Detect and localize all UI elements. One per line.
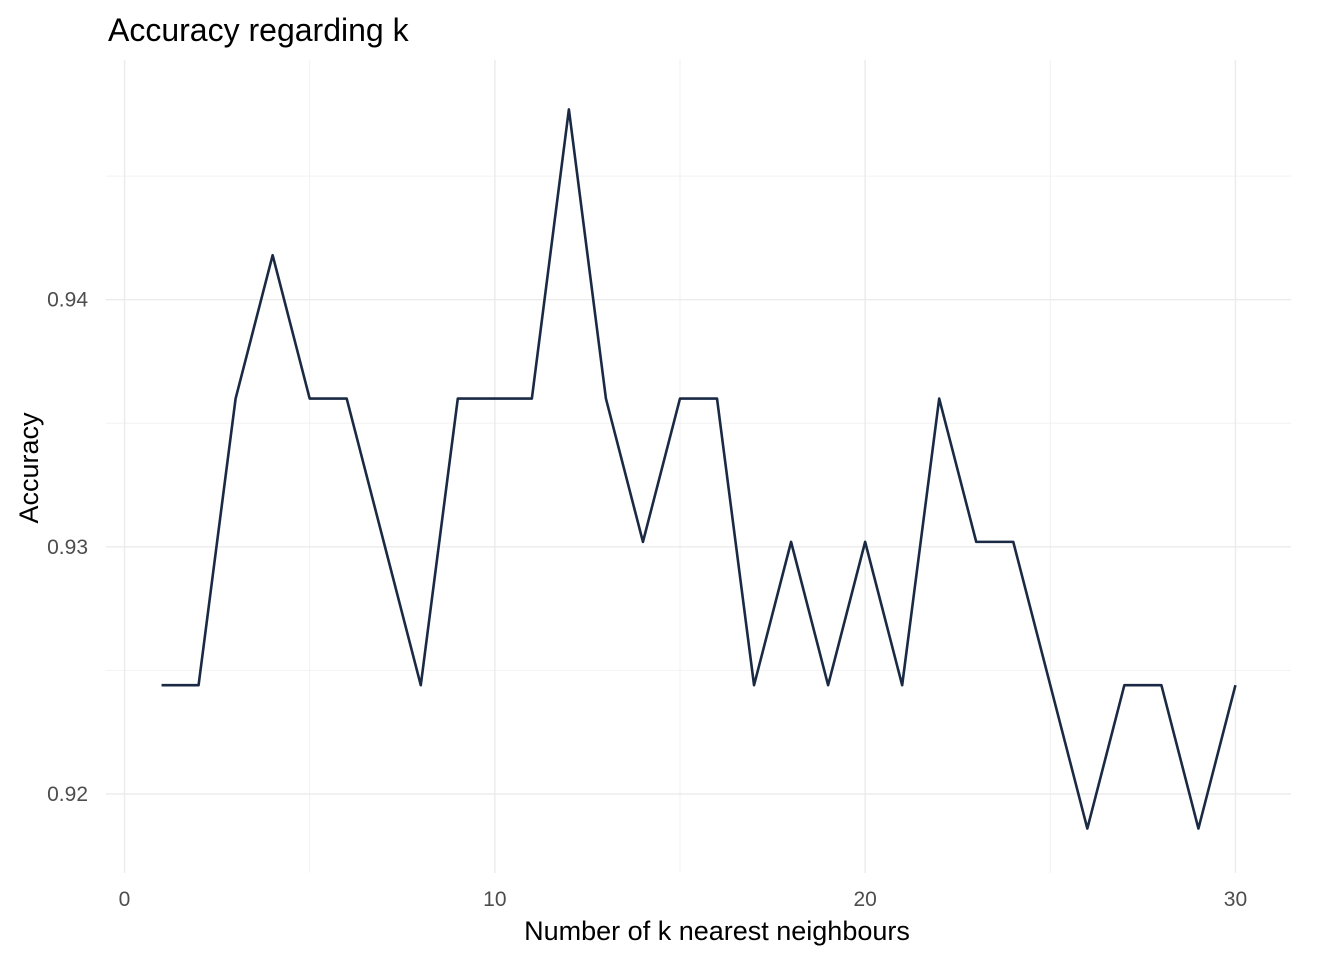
x-tick-label: 20 xyxy=(853,888,876,911)
x-tick-label: 10 xyxy=(483,888,506,911)
y-tick-label: 0.93 xyxy=(47,536,88,559)
grid-lines xyxy=(106,60,1291,873)
y-tick-label: 0.94 xyxy=(47,289,88,312)
y-axis-title: Accuracy xyxy=(14,412,44,524)
x-tick-label: 30 xyxy=(1224,888,1247,911)
y-axis-tick-labels: 0.92 0.93 0.94 xyxy=(47,289,88,806)
accuracy-line xyxy=(161,108,1237,830)
accuracy-series xyxy=(161,108,1237,830)
x-axis-title: Number of k nearest neighbours xyxy=(524,916,910,946)
x-axis-tick-labels: 0 10 20 30 xyxy=(119,888,1247,911)
y-tick-label: 0.92 xyxy=(47,783,88,806)
chart-title: Accuracy regarding k xyxy=(108,12,410,48)
x-tick-label: 0 xyxy=(119,888,131,911)
